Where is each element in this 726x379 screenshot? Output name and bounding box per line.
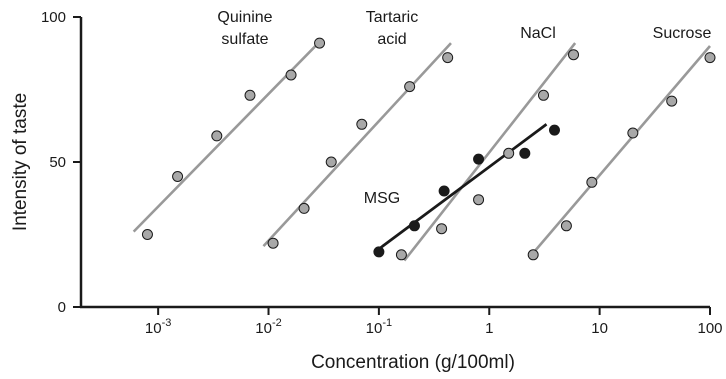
tartaric-acid-point: [325, 156, 337, 168]
nacl-point: [537, 89, 549, 101]
sucrose-point: [627, 127, 639, 139]
tartaric-acid-point: [356, 118, 368, 130]
x-tick-exponent: -1: [382, 317, 392, 329]
msg-fit-line: [378, 123, 548, 251]
msg-label: MSG: [364, 190, 400, 207]
msg-label-line: MSG: [364, 190, 400, 207]
y-tick-label: 0: [58, 299, 66, 316]
msg-point: [473, 153, 485, 165]
x-tick-base: 10: [591, 320, 608, 337]
nacl-point: [503, 147, 515, 159]
tartaric-acid-point: [442, 52, 454, 64]
msg-point: [408, 220, 420, 232]
x-axis-title: Concentration (g/100ml): [311, 352, 515, 373]
msg-point: [548, 124, 560, 136]
msg-point: [519, 147, 531, 159]
x-tick-base: 1: [485, 320, 493, 337]
nacl-fit-line: [403, 42, 577, 262]
quinine-sulfate-point: [211, 130, 223, 142]
quinine-sulfate-point: [141, 229, 153, 240]
msg-point: [373, 246, 385, 258]
y-axis-title: Intensity of taste: [10, 93, 31, 231]
nacl-point: [473, 194, 485, 206]
sucrose-point: [666, 95, 678, 107]
x-tick-label: 10-1: [366, 317, 392, 337]
tartaric-acid-fit-line: [262, 42, 452, 247]
fit-lines: [132, 39, 711, 262]
x-tick-label: 10-3: [145, 317, 171, 337]
x-tick-base: 100: [697, 320, 722, 337]
nacl-point: [436, 223, 448, 235]
sucrose-point: [560, 220, 572, 232]
nacl-point: [395, 249, 407, 261]
tartaric-acid-label-line: acid: [377, 31, 406, 48]
y-tick-label: 50: [49, 154, 66, 171]
sucrose-point: [527, 249, 539, 261]
msg-point: [438, 185, 450, 197]
sucrose-point: [586, 176, 598, 188]
sucrose-label: Sucrose: [653, 25, 712, 42]
quinine-sulfate-point: [244, 89, 256, 101]
x-tick-base: 10: [145, 320, 162, 337]
tartaric-acid-label: Tartaric acid: [366, 9, 418, 48]
x-tick-base: 10: [366, 320, 383, 337]
x-tick-exponent: -3: [162, 317, 172, 329]
sucrose-fit-line: [528, 45, 711, 259]
tartaric-acid-point: [298, 202, 310, 214]
data-points: [141, 37, 716, 261]
x-tick-label: 100: [697, 320, 722, 337]
quinine-sulfate-label-line: Quinine: [217, 9, 272, 26]
sucrose-label-line: Sucrose: [653, 25, 712, 42]
tartaric-acid-point: [267, 237, 279, 249]
quinine-sulfate-fit-line: [132, 39, 323, 233]
x-tick-exponent: -2: [272, 317, 282, 329]
axes: [79, 17, 710, 309]
nacl-label-line: NaCl: [520, 25, 556, 42]
nacl-point: [568, 49, 580, 61]
nacl-label: NaCl: [520, 25, 556, 42]
series-labels: Quinine sulfate Tartaric acid NaCl Sucrose MSG: [217, 9, 711, 207]
x-tick-label: 10-2: [255, 317, 281, 337]
x-tick-label: 10: [591, 320, 608, 337]
sucrose-point: [704, 52, 716, 64]
x-tick-base: 10: [255, 320, 272, 337]
quinine-sulfate-point: [285, 69, 297, 81]
x-tick-label: 1: [485, 320, 493, 337]
y-tick-label: 100: [41, 9, 66, 26]
tartaric-acid-point: [404, 81, 416, 93]
tartaric-acid-label-line: Tartaric: [366, 9, 418, 26]
quinine-sulfate-label-line: sulfate: [221, 31, 268, 48]
quinine-sulfate-point: [172, 171, 184, 182]
quinine-sulfate-point: [314, 37, 326, 49]
quinine-sulfate-label: Quinine sulfate: [217, 9, 272, 48]
